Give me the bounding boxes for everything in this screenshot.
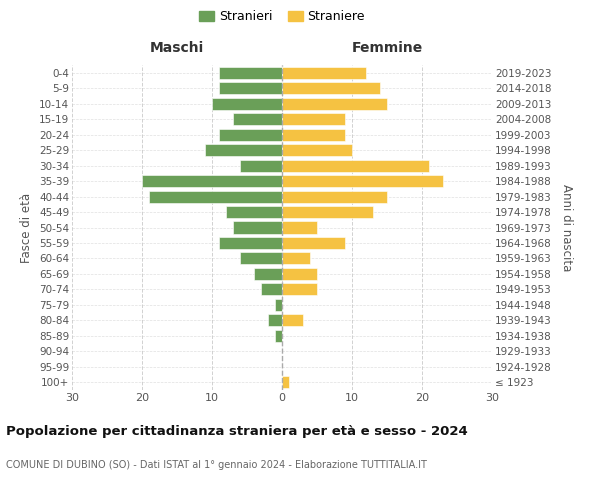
Bar xyxy=(240,160,282,172)
Bar xyxy=(282,98,387,110)
Bar xyxy=(219,237,282,249)
Bar xyxy=(142,175,282,187)
Bar xyxy=(282,376,289,388)
Bar xyxy=(282,128,345,140)
Bar xyxy=(282,175,443,187)
Y-axis label: Fasce di età: Fasce di età xyxy=(20,192,34,262)
Bar xyxy=(219,82,282,94)
Bar xyxy=(233,113,282,125)
Bar xyxy=(261,284,282,296)
Bar xyxy=(268,314,282,326)
Bar xyxy=(282,82,380,94)
Bar xyxy=(282,144,352,156)
Bar xyxy=(282,222,317,234)
Bar xyxy=(219,128,282,140)
Bar xyxy=(149,190,282,202)
Bar xyxy=(233,222,282,234)
Bar xyxy=(282,160,429,172)
Y-axis label: Anni di nascita: Anni di nascita xyxy=(560,184,573,271)
Text: COMUNE DI DUBINO (SO) - Dati ISTAT al 1° gennaio 2024 - Elaborazione TUTTITALIA.: COMUNE DI DUBINO (SO) - Dati ISTAT al 1°… xyxy=(6,460,427,470)
Text: Femmine: Femmine xyxy=(352,41,422,55)
Bar xyxy=(282,237,345,249)
Bar xyxy=(240,252,282,264)
Bar xyxy=(205,144,282,156)
Bar xyxy=(254,268,282,280)
Bar xyxy=(219,66,282,79)
Bar xyxy=(282,190,387,202)
Bar xyxy=(275,299,282,311)
Bar xyxy=(282,252,310,264)
Bar xyxy=(226,206,282,218)
Bar xyxy=(275,330,282,342)
Text: Popolazione per cittadinanza straniera per età e sesso - 2024: Popolazione per cittadinanza straniera p… xyxy=(6,425,468,438)
Bar xyxy=(212,98,282,110)
Legend: Stranieri, Straniere: Stranieri, Straniere xyxy=(195,6,369,26)
Text: Maschi: Maschi xyxy=(150,41,204,55)
Bar xyxy=(282,268,317,280)
Bar xyxy=(282,284,317,296)
Bar xyxy=(282,66,366,79)
Bar xyxy=(282,113,345,125)
Bar xyxy=(282,206,373,218)
Bar xyxy=(282,314,303,326)
